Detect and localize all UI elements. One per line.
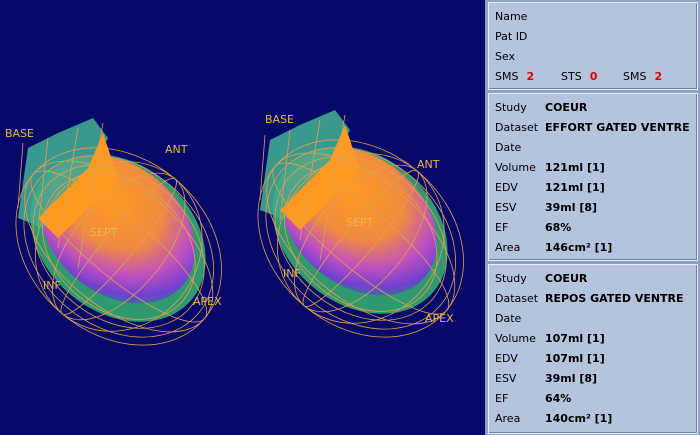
field-value: 121ml [1] (545, 161, 605, 174)
score-value: 0 (589, 70, 598, 83)
orientation-label: BASE (265, 113, 294, 126)
field-label: Sex (495, 50, 516, 63)
field-value: 68% (545, 221, 572, 234)
field-label: ESV (495, 201, 517, 214)
field-value: 107ml [1] (545, 352, 605, 365)
score-label: SMS (495, 70, 519, 83)
field-value: EFFORT GATED VENTRE (545, 121, 690, 134)
patient-box: Name Pat ID Sex SMS 2 STS 0 SMS 2 (488, 2, 698, 90)
field-row: Study COEUR (495, 99, 695, 117)
field-value: COEUR (545, 101, 588, 114)
orientation-label: INF (283, 267, 301, 280)
field-label: Date (495, 141, 522, 154)
field-label: EDV (495, 352, 518, 365)
orientation-label: APEX (193, 295, 222, 308)
field-row: Date (495, 310, 695, 328)
field-label: Pat ID (495, 30, 528, 43)
orientation-label: ANT (165, 143, 188, 156)
study-box: Study COEUR Dataset REPOS GATED VENTRE Date V… (488, 264, 698, 434)
study-box: Study COEUR Dataset EFFORT GATED VENTRE Date… (488, 93, 698, 261)
score-label: SMS (623, 70, 647, 83)
field-label: EDV (495, 181, 518, 194)
field-row: Study COEUR (495, 270, 695, 288)
score: SMS 2 (623, 68, 662, 86)
score-value: 2 (526, 70, 535, 83)
field-value: 121ml [1] (545, 181, 605, 194)
field-row: Area 140cm² [1] (495, 410, 695, 428)
field-label: Study (495, 101, 527, 114)
field-row: Dataset EFFORT GATED VENTRE (495, 119, 695, 137)
field-row: EF 64% (495, 390, 695, 408)
field-label: Dataset (495, 292, 539, 305)
score: SMS 2 (495, 68, 534, 86)
field-label: EF (495, 392, 509, 405)
field-label: Study (495, 272, 527, 285)
field-value: 140cm² [1] (545, 412, 613, 425)
score: STS 0 (561, 68, 597, 86)
field-label: Area (495, 412, 521, 425)
field-value: 107ml [1] (545, 332, 605, 345)
field-value: 39ml [8] (545, 372, 598, 385)
field-label: Volume (495, 161, 536, 174)
field-value: COEUR (545, 272, 588, 285)
field-row: Volume 107ml [1] (495, 330, 695, 348)
field-value: 146cm² [1] (545, 241, 613, 254)
field-label: Date (495, 312, 522, 325)
field-value: 64% (545, 392, 572, 405)
score-value: 2 (654, 70, 663, 83)
orientation-label: SEPT (346, 216, 374, 229)
orientation-label: INF (43, 279, 61, 292)
field-row: EDV 121ml [1] (495, 179, 695, 197)
field-row: EDV 107ml [1] (495, 350, 695, 368)
info-panel: Name Pat ID Sex SMS 2 STS 0 SMS 2 Study COEUR Data… (485, 0, 700, 435)
field-label: Volume (495, 332, 536, 345)
field-row: Date (495, 139, 695, 157)
field-row: ESV 39ml [8] (495, 199, 695, 217)
orientation-label: APEX (425, 312, 454, 325)
field-label: ESV (495, 372, 517, 385)
viewer-3d: BASE ANT SEPT INF APEX BASE ANT SEPT INF… (0, 0, 485, 435)
field-label: Dataset (495, 121, 539, 134)
field-label: EF (495, 221, 509, 234)
field-row: Volume 121ml [1] (495, 159, 695, 177)
field-label: Name (495, 10, 528, 23)
orientation-label: ANT (417, 158, 440, 171)
field-row: EF 68% (495, 219, 695, 237)
field-row: ESV 39ml [8] (495, 370, 695, 388)
score-label: STS (561, 70, 582, 83)
field-row: Dataset REPOS GATED VENTRE (495, 290, 695, 308)
field-label: Area (495, 241, 521, 254)
orientation-label: BASE (5, 127, 34, 140)
field-value: 39ml [8] (545, 201, 598, 214)
orientation-label: SEPT (90, 226, 118, 239)
field-row: Area 146cm² [1] (495, 239, 695, 257)
field-value: REPOS GATED VENTRE (545, 292, 684, 305)
